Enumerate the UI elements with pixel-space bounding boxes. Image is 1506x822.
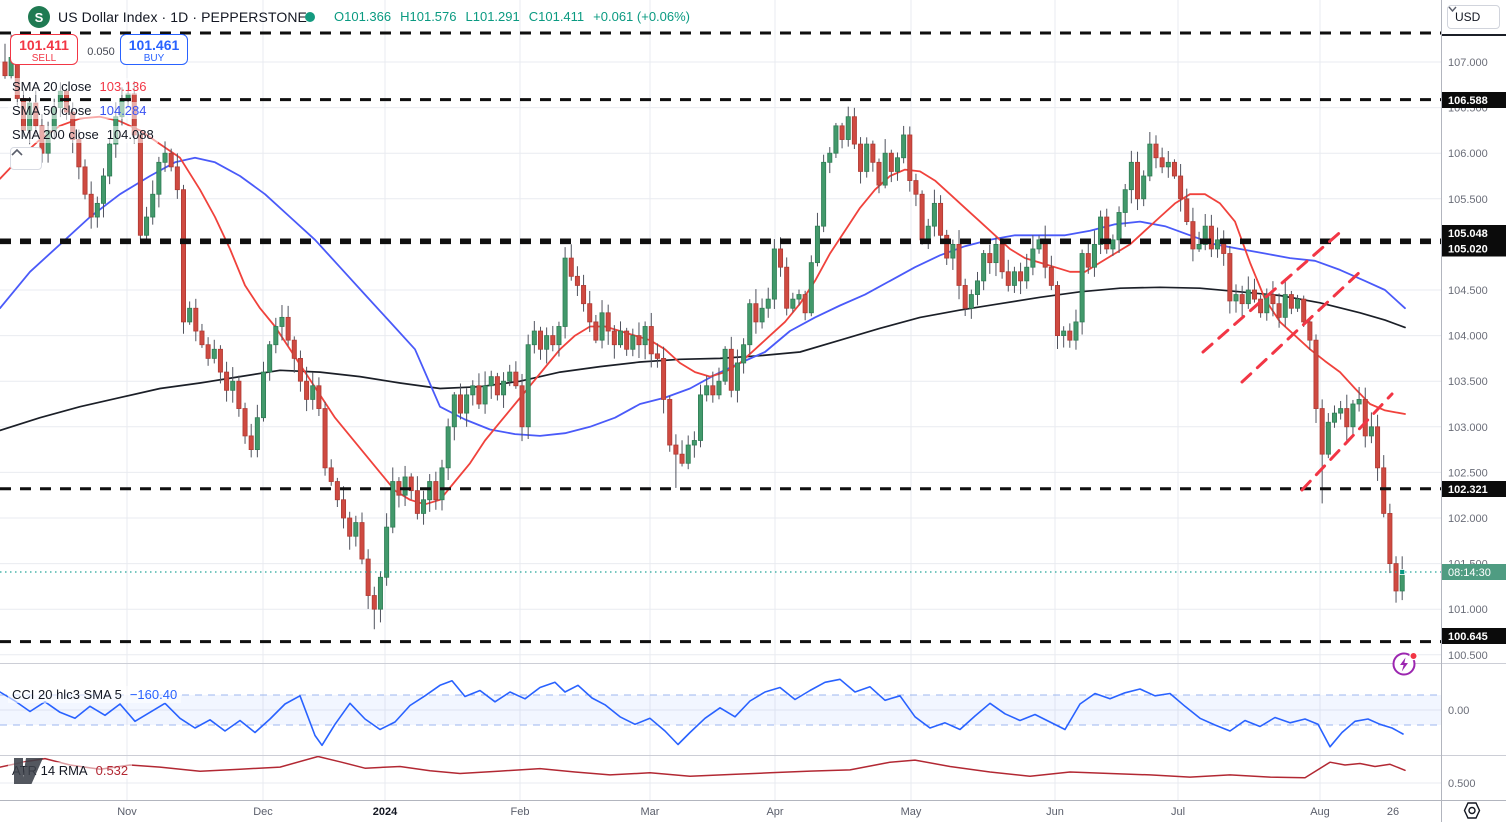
cci-band: [0, 694, 1441, 726]
svg-text:May: May: [901, 806, 922, 818]
sma200-label: SMA 200 close: [12, 127, 99, 142]
svg-text:105.048: 105.048: [1448, 228, 1488, 240]
svg-text:100.645: 100.645: [1448, 631, 1488, 643]
svg-text:103.500: 103.500: [1448, 376, 1488, 388]
legend-collapse-button[interactable]: [10, 147, 42, 170]
sma200-legend-row[interactable]: SMA 200 close 104.088: [8, 126, 158, 143]
cci-line: [0, 678, 1404, 748]
trendline-drawings[interactable]: [1201, 226, 1394, 492]
price-axis[interactable]: 107.000106.500106.000105.500104.500104.0…: [1442, 57, 1506, 790]
spread-value: 0.050: [87, 46, 115, 58]
symbol-title[interactable]: US Dollar Index · 1D · PEPPERSTONE: [58, 9, 307, 25]
svg-text:Jul: Jul: [1171, 806, 1185, 818]
sma20-line: [0, 115, 1406, 506]
svg-text:102.000: 102.000: [1448, 513, 1488, 525]
svg-text:100.500: 100.500: [1448, 650, 1488, 662]
watermark-logo-icon: [14, 758, 43, 784]
svg-text:2024: 2024: [373, 806, 398, 818]
svg-text:0.00: 0.00: [1448, 705, 1469, 717]
svg-text:104.500: 104.500: [1448, 285, 1488, 297]
svg-text:Feb: Feb: [511, 806, 530, 818]
cci-legend-row[interactable]: CCI 20 hlc3 SMA 5 −160.40: [8, 686, 182, 703]
grid-lines: [0, 0, 1441, 800]
svg-text:101.000: 101.000: [1448, 604, 1488, 616]
svg-text:0.500: 0.500: [1448, 778, 1476, 790]
cci-label: CCI 20 hlc3 SMA 5: [12, 687, 122, 702]
close-value: C101.411: [528, 9, 585, 24]
currency-selector[interactable]: USD: [1447, 5, 1500, 29]
candlestick-series: [2, 34, 1405, 630]
svg-text:Apr: Apr: [766, 806, 783, 818]
quick-trade-lightning-icon[interactable]: [1390, 649, 1422, 681]
sell-price: 101.411: [19, 37, 69, 53]
svg-text:Nov: Nov: [117, 806, 137, 818]
scales-settings-icon[interactable]: [1461, 801, 1483, 820]
currency-label: USD: [1455, 10, 1481, 24]
svg-text:106.588: 106.588: [1448, 95, 1488, 107]
chevron-down-icon: [1448, 6, 1457, 12]
sma50-label: SMA 50 close: [12, 103, 92, 118]
time-axis[interactable]: Nov Dec 2024 Feb Mar Apr May Jun Jul Aug 26: [117, 806, 1399, 818]
svg-text:102.500: 102.500: [1448, 467, 1488, 479]
svg-text:106.000: 106.000: [1448, 148, 1488, 160]
sma20-label: SMA 20 close: [12, 79, 92, 94]
svg-text:08:14:30: 08:14:30: [1448, 567, 1491, 579]
current-price-line: [0, 569, 1441, 575]
symbol-legend[interactable]: S US Dollar Index · 1D · PEPPERSTONE: [28, 6, 307, 28]
notification-dot-icon: [1409, 651, 1418, 661]
chevron-up-icon: [11, 148, 23, 156]
svg-text:Mar: Mar: [641, 806, 660, 818]
support-resistance-levels[interactable]: [0, 31, 1441, 644]
atr-value: 0.532: [95, 763, 129, 778]
open-value: O101.366: [334, 9, 392, 24]
sell-label: SELL: [31, 53, 57, 64]
sma50-legend-row[interactable]: SMA 50 close 104.284: [8, 102, 151, 119]
svg-text:26: 26: [1387, 806, 1399, 818]
low-value: L101.291: [465, 9, 520, 24]
svg-text:105.020: 105.020: [1448, 244, 1488, 256]
cci-value: −160.40: [129, 687, 178, 702]
buy-button[interactable]: 101.461 BUY: [120, 34, 188, 65]
buy-price: 101.461: [128, 37, 180, 53]
high-value: H101.576: [400, 9, 457, 24]
svg-text:102.321: 102.321: [1448, 484, 1488, 496]
svg-text:103.000: 103.000: [1448, 422, 1488, 434]
sma20-value: 103.136: [99, 79, 147, 94]
svg-text:105.500: 105.500: [1448, 194, 1488, 206]
atr-line: [0, 755, 1406, 779]
svg-text:104.000: 104.000: [1448, 331, 1488, 343]
sma50-value: 104.284: [99, 103, 147, 118]
svg-text:Aug: Aug: [1310, 806, 1330, 818]
sell-button[interactable]: 101.411 SELL: [10, 34, 78, 65]
sma50-line: [0, 156, 1406, 437]
market-status-icon: [305, 12, 315, 22]
sma20-legend-row[interactable]: SMA 20 close 103.136: [8, 78, 151, 95]
ohlc-values: O101.366 H101.576 L101.291 C101.411 +0.0…: [334, 9, 690, 24]
svg-text:Jun: Jun: [1046, 806, 1064, 818]
change-value: +0.061 (+0.06%): [593, 9, 691, 24]
svg-text:Dec: Dec: [253, 806, 273, 818]
sma200-line: [0, 286, 1406, 432]
buy-label: BUY: [143, 53, 165, 64]
broker-logo-icon: S: [28, 6, 50, 28]
svg-text:107.000: 107.000: [1448, 57, 1488, 69]
sma200-value: 104.088: [106, 127, 154, 142]
